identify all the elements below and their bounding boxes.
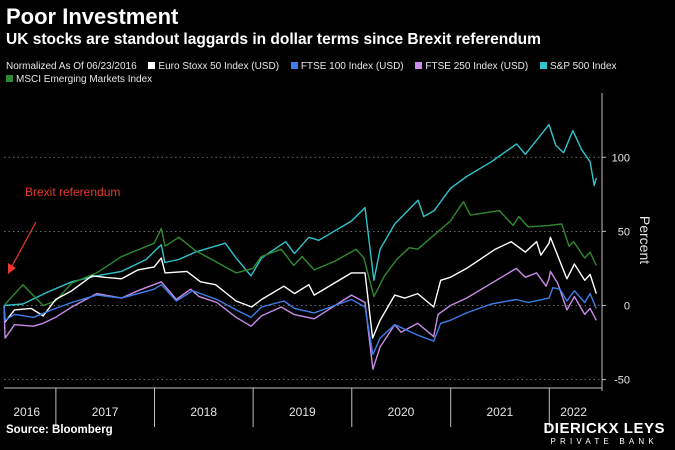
legend-label: MSCI Emerging Markets Index [16, 74, 153, 85]
chart-title: Poor Investment [6, 4, 179, 29]
x-tick-label: 2021 [487, 405, 514, 419]
legend-swatch [540, 62, 547, 69]
chart-legend: Normalized As Of 06/23/2016 Euro Stoxx 5… [6, 60, 666, 86]
y-tick-label: 50 [618, 226, 630, 238]
annotation-arrow-line [10, 221, 37, 269]
annotation-label: Brexit referendum [25, 185, 120, 199]
x-tick-label: 2018 [190, 405, 217, 419]
series-line [3, 201, 597, 307]
chart-subtitle: UK stocks are standout laggards in dolla… [6, 31, 541, 48]
legend-label: FTSE 250 Index (USD) [425, 61, 529, 72]
y-axis-label: Percent [637, 216, 653, 264]
annotation: Brexit referendum [8, 185, 120, 274]
x-tick-label: 2019 [289, 405, 316, 419]
y-tick-label: -50 [614, 375, 630, 387]
legend-item-ftse-250: FTSE 250 Index (USD) [415, 60, 528, 73]
legend-label: Euro Stoxx 50 Index (USD) [158, 61, 280, 72]
legend-note-text: Normalized As Of 06/23/2016 [6, 61, 137, 72]
brand-logo: DIERICKX LEYS PRIVATE BANK [543, 420, 665, 446]
legend-swatch [290, 62, 298, 69]
legend-item-ftse-100: FTSE 100 Index (USD) [290, 60, 404, 73]
legend-swatch [6, 75, 13, 82]
source-note: Source: Bloomberg [6, 424, 113, 436]
x-tick-label: 2020 [388, 405, 415, 419]
brand-name: DIERICKX LEYS [543, 420, 665, 437]
legend-item-msci-em: MSCI Emerging Markets Index [6, 73, 152, 86]
legend-note: Normalized As Of 06/23/2016 [6, 60, 137, 73]
y-tick-label: 100 [612, 152, 630, 164]
legend-label: S&P 500 Index [550, 61, 617, 72]
series-line [3, 284, 597, 356]
legend-item-euro-stoxx: Euro Stoxx 50 Index (USD) [148, 60, 279, 73]
legend-swatch [148, 62, 156, 69]
y-tick-label: 0 [624, 300, 630, 312]
series-line [3, 236, 597, 339]
legend-label: FTSE 100 Index (USD) [300, 61, 404, 72]
x-tick-label: 2016 [13, 405, 40, 419]
axes: 100 50 0 -50 Percent 2016 2017 2018 2019 2020 2021… [4, 93, 653, 427]
x-tick-label: 2022 [560, 405, 587, 419]
series-line [3, 267, 597, 370]
x-tick-label: 2017 [92, 405, 119, 419]
series-lines [3, 123, 597, 370]
brand-subtitle: PRIVATE BANK [550, 437, 658, 446]
grid [4, 156, 602, 380]
series-line [3, 123, 597, 307]
legend-item-sp500: S&P 500 Index [540, 60, 617, 73]
annotation-arrow-head [8, 263, 16, 274]
legend-swatch [415, 62, 423, 69]
